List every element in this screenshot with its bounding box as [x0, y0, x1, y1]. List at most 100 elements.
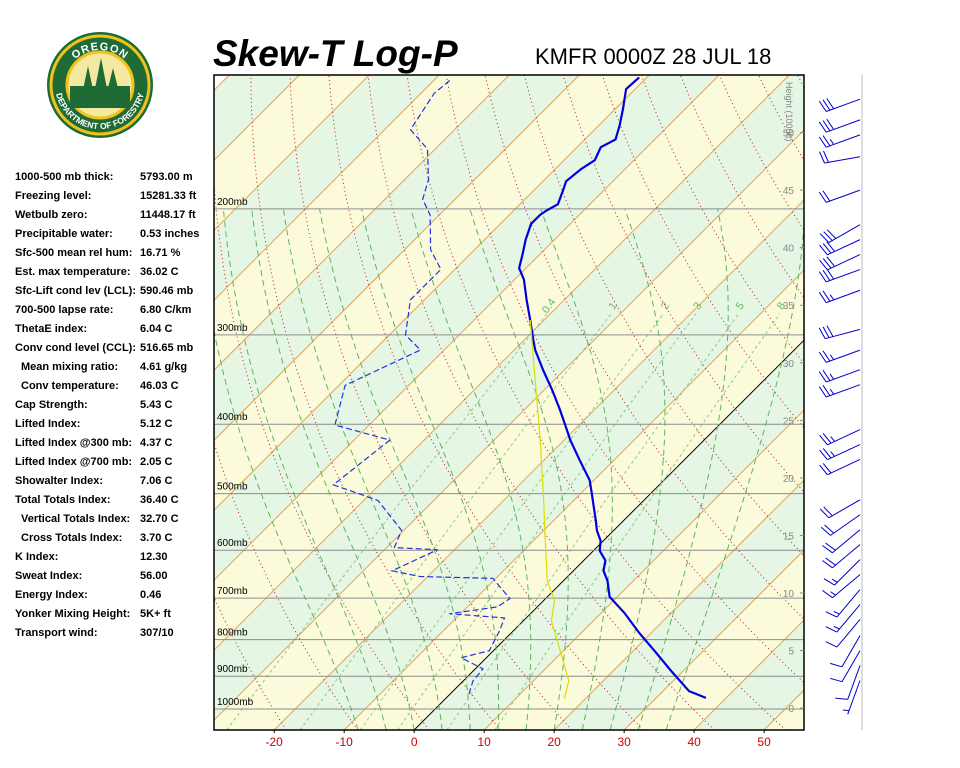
moist-adiabat — [361, 208, 500, 730]
indices-table: 1000-500 mb thick: 5793.00 m Freezing leve… — [15, 171, 199, 639]
x-tick-label: 30 — [617, 735, 631, 749]
index-label: Vertical Totals Index: — [21, 513, 130, 525]
index-value: 46.03 C — [140, 380, 179, 392]
index-value: 5.12 C — [140, 418, 172, 430]
index-value: 590.46 mb — [140, 285, 193, 297]
index-label: Yonker Mixing Height: — [15, 608, 130, 620]
isotherm — [214, 129, 804, 721]
profile-line — [517, 76, 707, 699]
mixing-ratio-label: 8 — [775, 300, 788, 312]
isotherm — [413, 339, 804, 730]
logo-ring — [49, 34, 151, 136]
moist-adiabat — [410, 208, 532, 730]
isotherm — [214, 75, 440, 301]
height-tick-label: 15 — [783, 531, 795, 542]
isotherm — [214, 75, 580, 441]
index-label: Transport wind: — [15, 627, 98, 639]
y-tick-label: 300mb — [217, 323, 248, 334]
y-tick-label: 200mb — [217, 197, 248, 208]
wind-barb — [819, 150, 861, 164]
logo-tree — [92, 58, 110, 104]
index-value: 36.02 C — [140, 266, 179, 278]
index-label: Lifted Index @300 mb: — [15, 437, 132, 449]
wind-barb — [835, 665, 861, 700]
wind-barb — [818, 369, 861, 383]
index-label: Precipitable water: — [15, 228, 113, 240]
index-label: Conv cond level (CCL): — [15, 342, 136, 354]
y-tick-label: 600mb — [217, 538, 248, 549]
index-value: 12.30 — [140, 551, 168, 563]
isotherm — [214, 75, 650, 511]
index-value: 4.37 C — [140, 437, 172, 449]
index-label: Energy Index: — [15, 589, 88, 601]
wind-barb — [819, 444, 861, 461]
isotherm — [214, 75, 720, 581]
wind-barb — [818, 349, 861, 363]
index-value: 0.53 inches — [140, 228, 199, 240]
wind-barb — [822, 529, 861, 554]
height-tick-label: 5 — [788, 647, 794, 658]
index-value: 16.71 % — [140, 247, 181, 259]
wind-barb — [818, 289, 861, 304]
index-value: 56.00 — [140, 570, 168, 582]
wind-barb — [819, 239, 861, 256]
moist-adiabat — [251, 208, 415, 730]
index-label: Showalter Index: — [15, 475, 103, 487]
wind-barb — [842, 680, 861, 715]
index-value: 7.06 C — [140, 475, 172, 487]
index-label: Est. max temperature: — [15, 266, 131, 278]
index-value: 307/10 — [140, 627, 174, 639]
logo: OREGON DEPARTMENT OF FORESTRY — [47, 32, 153, 138]
height-tick-label: 35 — [783, 301, 795, 312]
wind-barb — [823, 559, 861, 586]
isotherm — [553, 479, 804, 730]
mixing-ratio-line — [446, 313, 740, 730]
x-tick-label: 40 — [687, 735, 701, 749]
mixing-ratio-line — [494, 313, 781, 730]
mixing-ratio-line — [299, 313, 612, 730]
index-label: Cap Strength: — [15, 399, 88, 411]
mixing-ratio-label: 5 — [734, 300, 747, 312]
x-tick-label: 0 — [411, 735, 418, 749]
y-tick-label: 400mb — [217, 412, 248, 423]
wind-barb — [819, 254, 861, 271]
mixing-ratio-line — [226, 313, 548, 730]
x-tick-label: 20 — [547, 735, 561, 749]
isotherm — [483, 409, 804, 730]
dry-adiabat — [214, 176, 430, 730]
index-value: 5793.00 m — [140, 171, 193, 183]
chart-title: Skew-T Log-P — [213, 33, 458, 74]
profile-line — [529, 319, 570, 700]
height-tick-label: 50 — [783, 129, 795, 140]
index-label: K Index: — [15, 551, 58, 563]
axes: 0.4 1 2 3 5 81000mb900mb800mb700mb600mb500mb4… — [217, 82, 804, 749]
x-tick-label: -20 — [266, 735, 284, 749]
wind-barb — [820, 514, 861, 536]
y-tick-label: 800mb — [217, 628, 248, 639]
wind-barb — [822, 574, 861, 599]
mixing-ratio-label: 3 — [691, 300, 704, 312]
moist-adiabat — [637, 208, 729, 730]
height-tick-label: 45 — [783, 186, 795, 197]
index-label: Conv temperature: — [21, 380, 119, 392]
isotherm — [214, 75, 510, 371]
mixing-ratio-label: 2 — [659, 300, 672, 312]
moist-adiabat — [222, 208, 387, 730]
wind-barb — [819, 429, 861, 446]
wind-barb — [825, 604, 861, 633]
moist-adiabat — [665, 216, 804, 730]
logo-tree — [80, 66, 96, 104]
height-tick-label: 25 — [783, 416, 795, 427]
wind-barb — [818, 134, 861, 148]
wind-barb — [829, 650, 861, 683]
index-label: 700-500 lapse rate: — [15, 304, 113, 316]
index-value: 32.70 C — [140, 513, 179, 525]
index-label: ThetaE index: — [15, 323, 87, 335]
index-value: 3.70 C — [140, 532, 172, 544]
index-value: 6.04 C — [140, 323, 172, 335]
x-tick-label: 50 — [757, 735, 771, 749]
wind-barb — [818, 98, 861, 112]
index-value: 5.43 C — [140, 399, 172, 411]
wind-barb — [819, 459, 861, 476]
wind-barbs — [818, 98, 861, 715]
